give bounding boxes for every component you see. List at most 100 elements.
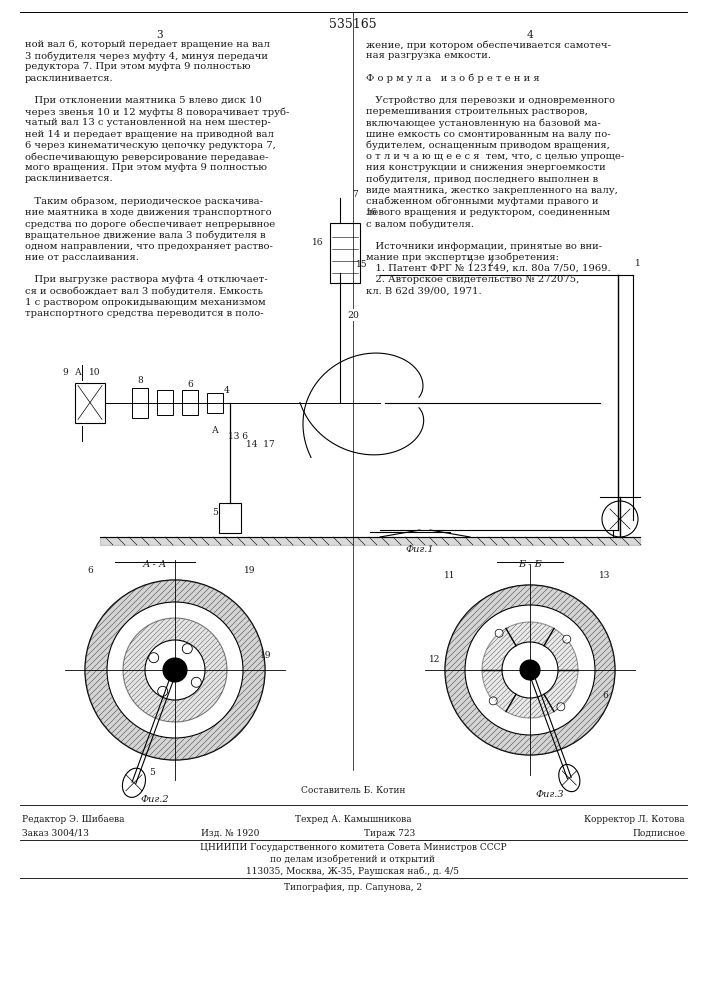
Text: ней 14 и передает вращение на приводной вал: ней 14 и передает вращение на приводной …	[25, 130, 274, 139]
Text: расклинивается.: расклинивается.	[25, 74, 114, 83]
Text: ния конструкции и снижения энергоемкости: ния конструкции и снижения энергоемкости	[366, 163, 606, 172]
Text: 2. Авторское свидетельство № 272075,: 2. Авторское свидетельство № 272075,	[366, 275, 579, 284]
Text: с валом побудителя.: с валом побудителя.	[366, 219, 474, 229]
Circle shape	[85, 580, 265, 760]
Text: ние от расслаивания.: ние от расслаивания.	[25, 253, 139, 262]
Text: А: А	[211, 426, 218, 435]
Text: 12: 12	[428, 656, 440, 664]
Text: левого вращения и редуктором, соединенным: левого вращения и редуктором, соединенны…	[366, 208, 610, 217]
Text: 6: 6	[87, 566, 93, 575]
Circle shape	[85, 580, 265, 760]
Text: перемешивания строительных растворов,: перемешивания строительных растворов,	[366, 107, 588, 116]
Text: 19: 19	[260, 650, 271, 660]
Text: транспортного средства переводится в поло-: транспортного средства переводится в пол…	[25, 309, 264, 318]
Text: включающее установленную на базовой ма-: включающее установленную на базовой ма-	[366, 118, 601, 128]
Text: Фиг.3: Фиг.3	[536, 790, 564, 799]
Text: ной вал 6, который передает вращение на вал: ной вал 6, который передает вращение на …	[25, 40, 270, 49]
Text: виде маятника, жестко закрепленного на валу,: виде маятника, жестко закрепленного на в…	[366, 186, 618, 195]
Text: Тираж 723: Тираж 723	[364, 828, 416, 838]
Text: Б - Б: Б - Б	[518, 560, 542, 569]
Circle shape	[557, 703, 565, 711]
Text: А: А	[74, 368, 81, 377]
Text: Техред А. Камышникова: Техред А. Камышникова	[295, 814, 411, 824]
Text: 15: 15	[356, 260, 368, 269]
Text: снабженном обгонными муфтами правого и: снабженном обгонными муфтами правого и	[366, 197, 599, 206]
Text: Таким образом, периодическое раскачива-: Таким образом, периодическое раскачива-	[25, 197, 263, 206]
Text: 11: 11	[444, 571, 456, 580]
Text: 2: 2	[487, 258, 493, 267]
Text: о т л и ч а ю щ е е с я  тем, что, с целью упроще-: о т л и ч а ю щ е е с я тем, что, с цель…	[366, 152, 624, 161]
Text: 9: 9	[62, 368, 68, 377]
Text: Устройство для перевозки и одновременного: Устройство для перевозки и одновременног…	[366, 96, 615, 105]
Circle shape	[482, 622, 578, 718]
Text: Источники информации, принятые во вни-: Источники информации, принятые во вни-	[366, 242, 602, 251]
Text: 14  17: 14 17	[245, 440, 274, 449]
Text: 4: 4	[527, 30, 533, 40]
Circle shape	[445, 585, 615, 755]
Text: шине емкость со смонтированным на валу по-: шине емкость со смонтированным на валу п…	[366, 130, 611, 139]
Text: 1. Патент ФРГ № 123149, кл. 80а 7/50, 1969.: 1. Патент ФРГ № 123149, кл. 80а 7/50, 19…	[366, 264, 611, 273]
Circle shape	[602, 501, 638, 537]
Text: 20: 20	[347, 310, 359, 320]
Text: мого вращения. При этом муфта 9 полностью: мого вращения. При этом муфта 9 полность…	[25, 163, 267, 172]
Text: Редактор Э. Шибаева: Редактор Э. Шибаева	[22, 814, 124, 824]
Bar	[132, 387, 148, 418]
Text: 19: 19	[244, 566, 256, 575]
Circle shape	[148, 653, 158, 663]
Circle shape	[145, 640, 205, 700]
Text: 13 6: 13 6	[228, 432, 248, 441]
Text: 16: 16	[366, 208, 378, 217]
Ellipse shape	[122, 768, 146, 797]
Text: 3: 3	[157, 30, 163, 40]
Circle shape	[158, 686, 168, 696]
Text: ЦНИИПИ Государственного комитета Совета Министров СССР: ЦНИИПИ Государственного комитета Совета …	[199, 842, 506, 852]
Circle shape	[145, 640, 205, 700]
Circle shape	[192, 677, 201, 687]
Text: мание при экспертизе изобретения:: мание при экспертизе изобретения:	[366, 253, 559, 262]
Circle shape	[465, 605, 595, 735]
Text: расклинивается.: расклинивается.	[25, 174, 114, 183]
Text: 10: 10	[89, 368, 101, 377]
Circle shape	[563, 635, 571, 643]
Bar	[219, 502, 241, 532]
Text: 4: 4	[224, 386, 230, 395]
Text: Фиг.1: Фиг.1	[406, 545, 434, 554]
Circle shape	[495, 629, 503, 637]
Text: через звенья 10 и 12 муфты 8 поворачивает труб-: через звенья 10 и 12 муфты 8 поворачивае…	[25, 107, 289, 117]
Circle shape	[107, 602, 243, 738]
Text: Ф о р м у л а   и з о б р е т е н и я: Ф о р м у л а и з о б р е т е н и я	[366, 74, 539, 83]
Text: жение, при котором обеспечивается самотеч-: жение, при котором обеспечивается самоте…	[366, 40, 611, 49]
Text: 16: 16	[312, 238, 324, 247]
Circle shape	[465, 605, 595, 735]
Circle shape	[520, 660, 540, 680]
Circle shape	[489, 697, 497, 705]
Text: кл. В 62d 39/00, 1971.: кл. В 62d 39/00, 1971.	[366, 286, 481, 295]
Text: Составитель Б. Котин: Составитель Б. Котин	[300, 786, 405, 795]
Text: При выгрузке раствора муфта 4 отключает-: При выгрузке раствора муфта 4 отключает-	[25, 275, 268, 284]
Circle shape	[445, 585, 615, 755]
Bar	[182, 389, 198, 414]
Circle shape	[163, 658, 187, 682]
Text: 1: 1	[635, 258, 641, 267]
Text: 3 побудителя через муфту 4, минуя передачи: 3 побудителя через муфту 4, минуя переда…	[25, 51, 268, 61]
Text: средства по дороге обеспечивает непрерывное: средства по дороге обеспечивает непрерыв…	[25, 219, 275, 229]
Text: 7: 7	[467, 258, 473, 267]
Text: Заказ 3004/13: Заказ 3004/13	[22, 828, 89, 838]
Text: 8: 8	[137, 376, 143, 385]
Text: ние маятника в ходе движения транспортного: ние маятника в ходе движения транспортно…	[25, 208, 271, 217]
Circle shape	[107, 602, 243, 738]
Text: 7: 7	[352, 190, 358, 199]
Circle shape	[502, 642, 558, 698]
Text: 13: 13	[600, 571, 611, 580]
Text: А - А: А - А	[143, 560, 167, 569]
Circle shape	[502, 642, 558, 698]
Bar	[75, 382, 105, 422]
Circle shape	[123, 618, 227, 722]
Text: При отклонении маятника 5 влево диск 10: При отклонении маятника 5 влево диск 10	[25, 96, 262, 105]
Text: чатый вал 13 с установленной на нем шестер-: чатый вал 13 с установленной на нем шест…	[25, 118, 271, 127]
Text: 1 с раствором опрокидывающим механизмом: 1 с раствором опрокидывающим механизмом	[25, 298, 266, 307]
Text: будителем, оснащенным приводом вращения,: будителем, оснащенным приводом вращения,	[366, 141, 610, 150]
Text: 535165: 535165	[329, 18, 377, 31]
Text: Подписное: Подписное	[632, 828, 685, 838]
Text: 5: 5	[149, 768, 155, 777]
